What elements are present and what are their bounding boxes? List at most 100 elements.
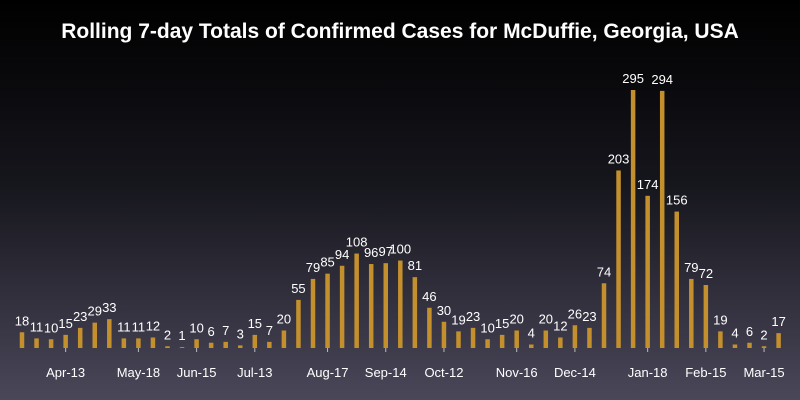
data-label: 23 [582, 309, 596, 324]
data-label: 96 [364, 245, 378, 260]
data-label: 203 [608, 151, 630, 166]
bar [267, 341, 272, 348]
bar [398, 260, 403, 348]
data-label: 10 [189, 320, 203, 335]
data-label: 10 [480, 320, 494, 335]
data-label: 156 [666, 193, 688, 208]
bar [281, 330, 287, 348]
data-label: 1 [178, 328, 185, 343]
data-label: 4 [528, 326, 535, 341]
data-label: 79 [684, 260, 698, 275]
bar [310, 278, 316, 348]
data-label: 7 [266, 323, 273, 338]
bar [208, 342, 214, 348]
x-tick-label: Sep-14 [365, 365, 407, 380]
x-tick-label: Nov-16 [496, 365, 538, 380]
data-label: 295 [622, 71, 644, 86]
bar [354, 253, 359, 348]
bar [383, 263, 388, 348]
data-label: 15 [58, 316, 72, 331]
bar [470, 327, 476, 348]
data-label: 20 [509, 312, 523, 327]
data-label: 20 [277, 312, 291, 327]
bar [296, 299, 301, 348]
data-label: 85 [320, 255, 334, 270]
data-label: 2 [164, 327, 171, 342]
bar [514, 330, 519, 348]
bar [165, 346, 170, 348]
data-label: 19 [451, 312, 465, 327]
bar [587, 327, 592, 348]
data-label: 55 [291, 281, 305, 296]
bar [499, 334, 505, 348]
data-label: 12 [553, 319, 567, 334]
bar-series [19, 90, 781, 349]
x-tick-label: Apr-13 [46, 365, 85, 380]
data-label: 81 [408, 258, 422, 273]
data-label: 72 [699, 266, 713, 281]
data-label: 23 [73, 309, 87, 324]
data-label: 17 [771, 314, 785, 329]
bar [19, 332, 25, 348]
x-axis: Apr-13 May-18 Jun-15 Jul-13 Aug-17 Sep-14 Oct-… [46, 348, 785, 380]
bar [194, 339, 199, 348]
data-label: 15 [495, 316, 509, 331]
data-label: 30 [437, 303, 451, 318]
bar [63, 334, 68, 348]
data-label: 97 [379, 244, 393, 259]
data-label: 94 [335, 247, 349, 262]
data-label: 12 [146, 319, 160, 334]
bar [121, 338, 127, 348]
data-label: 294 [651, 72, 673, 87]
bar [223, 341, 228, 348]
x-tick-label: Oct-12 [424, 365, 463, 380]
data-label: 11 [30, 319, 44, 334]
data-label: 11 [132, 319, 146, 334]
data-label: 46 [422, 289, 436, 304]
bar [238, 345, 243, 348]
x-tick-label: Jul-13 [237, 365, 272, 380]
chart-title: Rolling 7-day Totals of Confirmed Cases … [61, 20, 739, 43]
data-label: 79 [306, 260, 320, 275]
bar [441, 321, 447, 348]
data-label: 6 [746, 324, 753, 339]
bar [77, 327, 83, 348]
bar [92, 322, 97, 348]
bar [325, 273, 330, 348]
data-label: 4 [731, 326, 738, 341]
x-tick-label: Jan-18 [628, 365, 668, 380]
data-label: 29 [88, 304, 102, 319]
x-tick-label: May-18 [117, 365, 160, 380]
bar [572, 325, 578, 348]
data-label: 19 [713, 312, 727, 327]
data-label: 174 [637, 177, 659, 192]
data-label: 7 [222, 323, 229, 338]
bar [34, 338, 39, 348]
bar [179, 347, 185, 348]
bar [761, 346, 767, 348]
bar [427, 307, 432, 348]
bar [689, 278, 694, 348]
bar [718, 331, 723, 348]
data-label: 108 [346, 235, 368, 250]
data-label: 20 [539, 312, 553, 327]
x-tick-label: Mar-15 [743, 365, 784, 380]
bar [630, 90, 636, 348]
data-label: 100 [389, 242, 411, 257]
data-label: 11 [117, 319, 131, 334]
x-tick-label: Dec-14 [554, 365, 596, 380]
x-tick-label: Aug-17 [307, 365, 349, 380]
bar [674, 211, 679, 348]
data-label: 10 [44, 320, 58, 335]
bar [485, 339, 490, 348]
bar [645, 195, 650, 348]
bar [107, 319, 112, 348]
bar [776, 333, 781, 348]
data-label: 74 [597, 264, 611, 279]
bar [558, 337, 563, 348]
data-label: 6 [208, 324, 215, 339]
data-label: 15 [248, 316, 262, 331]
